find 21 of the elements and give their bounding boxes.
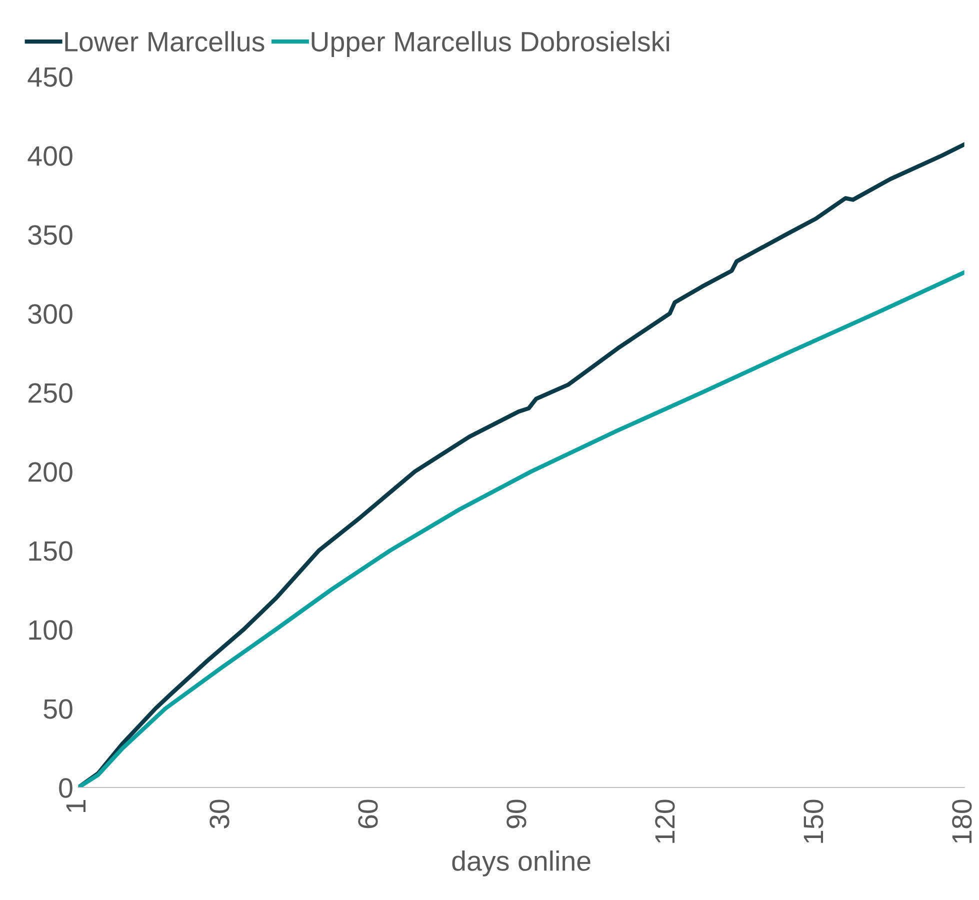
- line-series: [78, 270, 964, 788]
- y-tick-label: 200: [28, 462, 72, 482]
- y-tick-label: 450: [28, 67, 72, 87]
- x-tick-label: 30: [210, 800, 230, 828]
- y-tick-label: 0: [59, 778, 72, 798]
- legend-label: Lower Marcellus: [65, 31, 264, 52]
- y-tick-label: 150: [29, 541, 72, 561]
- x-tick-label: 1: [66, 800, 86, 812]
- x-tick-label: 180: [952, 800, 972, 843]
- x-tick-label: 90: [506, 800, 526, 828]
- x-tick-label: 120: [655, 800, 675, 843]
- y-tick-label: 250: [28, 383, 72, 403]
- y-tick-label: 400: [28, 146, 72, 166]
- legend-label: Upper Marcellus Dobrosielski: [312, 31, 670, 58]
- y-tick-label: 100: [29, 620, 72, 640]
- y-tick-label: 350: [28, 225, 72, 245]
- x-axis-title: days online: [452, 850, 590, 876]
- y-tick-label: 300: [28, 304, 72, 324]
- x-tick-label: 150: [804, 800, 824, 843]
- x-tick-label: 60: [358, 800, 378, 828]
- y-tick-label: 50: [44, 699, 72, 719]
